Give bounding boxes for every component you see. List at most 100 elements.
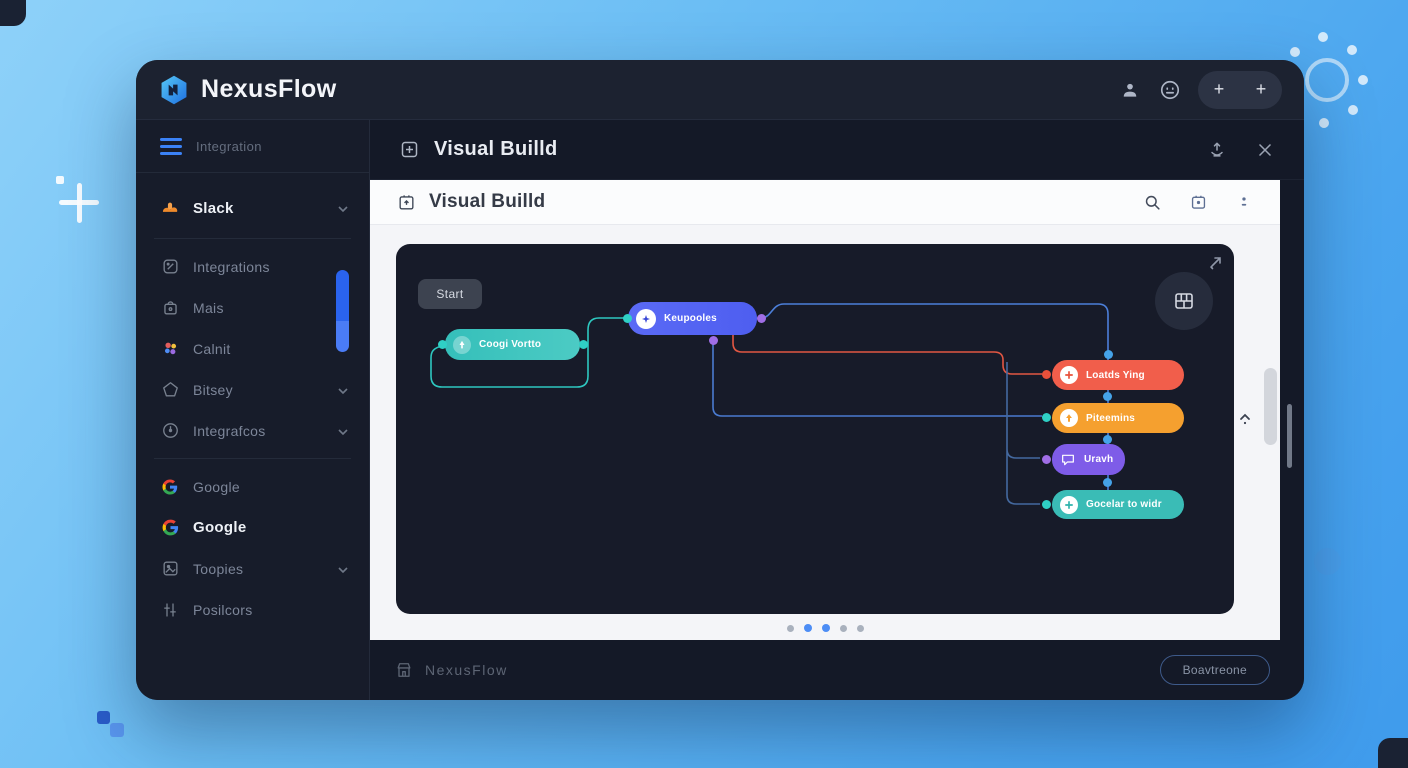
pagination-dot[interactable]	[803, 624, 812, 632]
visual-build-icon	[398, 139, 420, 161]
sidebar-item-integrations[interactable]: Integrations	[136, 246, 369, 287]
plus-icon	[1060, 495, 1078, 514]
slack-icon	[160, 198, 180, 218]
port-dot[interactable]	[1041, 454, 1051, 464]
port-dot[interactable]	[622, 313, 632, 323]
card-scrollbar-thumb[interactable]	[1264, 368, 1277, 445]
sidebar-item-label: Google	[193, 519, 247, 536]
search-icon[interactable]	[1142, 192, 1162, 212]
start-node[interactable]: Start	[418, 279, 482, 309]
page-title: Visual Builld	[434, 138, 558, 160]
add-button-right[interactable]: +	[1240, 71, 1282, 109]
flow-node-keupooles[interactable]: Keupooles	[628, 302, 757, 335]
port-dot[interactable]	[578, 339, 588, 349]
more-icon[interactable]	[1234, 192, 1254, 212]
user-icon[interactable]	[1118, 78, 1142, 102]
flow-node-gocelar[interactable]: Gocelar to widr	[1052, 490, 1184, 519]
flow-node-uravh[interactable]: Uravh	[1052, 444, 1125, 475]
node-label: Coogi Vortto	[479, 339, 542, 350]
pagination-dot[interactable]	[821, 624, 830, 632]
leaf-icon	[453, 335, 471, 354]
plus-icon	[1060, 366, 1078, 384]
footer-action-button[interactable]: Boavtreone	[1159, 655, 1270, 685]
pagination-dot[interactable]	[856, 624, 864, 632]
flow-node-loatds-ying[interactable]: Loatds Ying	[1052, 360, 1184, 390]
sidebar-item-slack[interactable]: Slack	[136, 185, 369, 231]
port-dot[interactable]	[1102, 434, 1112, 444]
port-dot[interactable]	[1041, 369, 1051, 379]
sidebar-item-label: Integrations	[193, 258, 270, 275]
square-decoration	[110, 723, 124, 737]
sidebar-item-integrafcos[interactable]: Integrafcos	[136, 410, 369, 451]
chevron-down-icon	[337, 563, 349, 575]
dot-decoration	[1358, 75, 1368, 85]
port-dot[interactable]	[1103, 349, 1113, 359]
chevron-down-icon	[337, 425, 349, 437]
close-icon[interactable]	[1254, 139, 1276, 161]
hamburger-menu-icon[interactable]	[160, 137, 182, 155]
port-dot[interactable]	[708, 335, 718, 345]
window-scrollbar-thumb[interactable]	[1287, 404, 1292, 468]
sidebar-item-toopies[interactable]: Toopies	[136, 548, 369, 589]
port-dot[interactable]	[1041, 412, 1051, 422]
canvas-grid-button[interactable]	[1155, 272, 1213, 330]
chevron-down-icon	[337, 202, 349, 214]
footer-brand: NexusFlow	[394, 660, 508, 680]
expand-icon[interactable]	[1208, 254, 1224, 270]
flow-canvas[interactable]: Start	[396, 244, 1234, 614]
topbar-button-group: + +	[1198, 70, 1282, 109]
pentagon-icon	[160, 380, 180, 400]
carousel-pagination	[370, 624, 1280, 632]
face-badge-icon[interactable]	[1158, 78, 1182, 102]
window-footer: NexusFlow Boavtreone	[370, 640, 1304, 700]
pagination-dot[interactable]	[786, 624, 794, 632]
share-icon[interactable]	[1206, 139, 1228, 161]
circle-decoration	[1314, 548, 1341, 575]
sliders-icon	[160, 600, 180, 620]
port-dot[interactable]	[1102, 477, 1112, 487]
flow-node-piteemins[interactable]: Piteemins	[1052, 403, 1184, 433]
port-dot[interactable]	[437, 339, 447, 349]
star-icon	[636, 308, 656, 329]
collapse-chevron-icon[interactable]	[1237, 410, 1253, 430]
sidebar-item-label: Integrafcos	[193, 422, 266, 439]
sidebar-divider	[154, 238, 351, 239]
sidebar-item-label: Mais	[193, 299, 224, 316]
color-dots-icon	[160, 339, 180, 359]
sidebar-item-google-active[interactable]: Google	[136, 507, 369, 548]
sidebar-item-mais[interactable]: Mais	[136, 287, 369, 328]
port-dot[interactable]	[756, 313, 766, 323]
pagination-dot[interactable]	[839, 624, 847, 632]
sidebar-item-google[interactable]: Google	[136, 466, 369, 507]
add-button-left[interactable]: +	[1198, 71, 1240, 109]
sidebar-scrollbar-thumb[interactable]	[336, 270, 349, 352]
sidebar-item-label: Bitsey	[193, 381, 233, 398]
clock-icon	[160, 421, 180, 441]
sidebar-item-bitsey[interactable]: Bitsey	[136, 369, 369, 410]
node-label: Piteemins	[1086, 412, 1136, 424]
sidebar-item-label: Toopies	[193, 560, 244, 577]
calendar-icon[interactable]	[1188, 192, 1208, 212]
visual-build-card: Visual Builld	[370, 180, 1280, 640]
footer-brand-label: NexusFlow	[425, 662, 508, 678]
port-dot[interactable]	[1041, 499, 1051, 509]
sidebar-item-posilcors[interactable]: Posilcors	[136, 589, 369, 630]
sidebar-item-calnit[interactable]: Calnit	[136, 328, 369, 369]
dot-decoration	[1318, 32, 1328, 42]
brand-title: NexusFlow	[201, 75, 337, 103]
flow-node-coogi-vortto[interactable]: Coogi Vortto	[445, 329, 580, 360]
ring-decoration	[1305, 58, 1349, 102]
dot-decoration	[1319, 118, 1329, 128]
port-dot[interactable]	[1102, 391, 1112, 401]
sidebar-header: Integration	[136, 120, 369, 173]
storefront-icon	[394, 660, 414, 680]
dot-decoration	[1290, 47, 1300, 57]
image-icon	[160, 559, 180, 579]
sidebar-nav: Slack Integrations	[136, 173, 369, 630]
main-header: Visual Builld	[370, 120, 1304, 180]
sidebar-item-label: Posilcors	[193, 601, 253, 618]
corner-decoration	[1378, 738, 1408, 768]
card-body: Start	[370, 225, 1280, 640]
sidebar-item-label: Calnit	[193, 340, 231, 357]
